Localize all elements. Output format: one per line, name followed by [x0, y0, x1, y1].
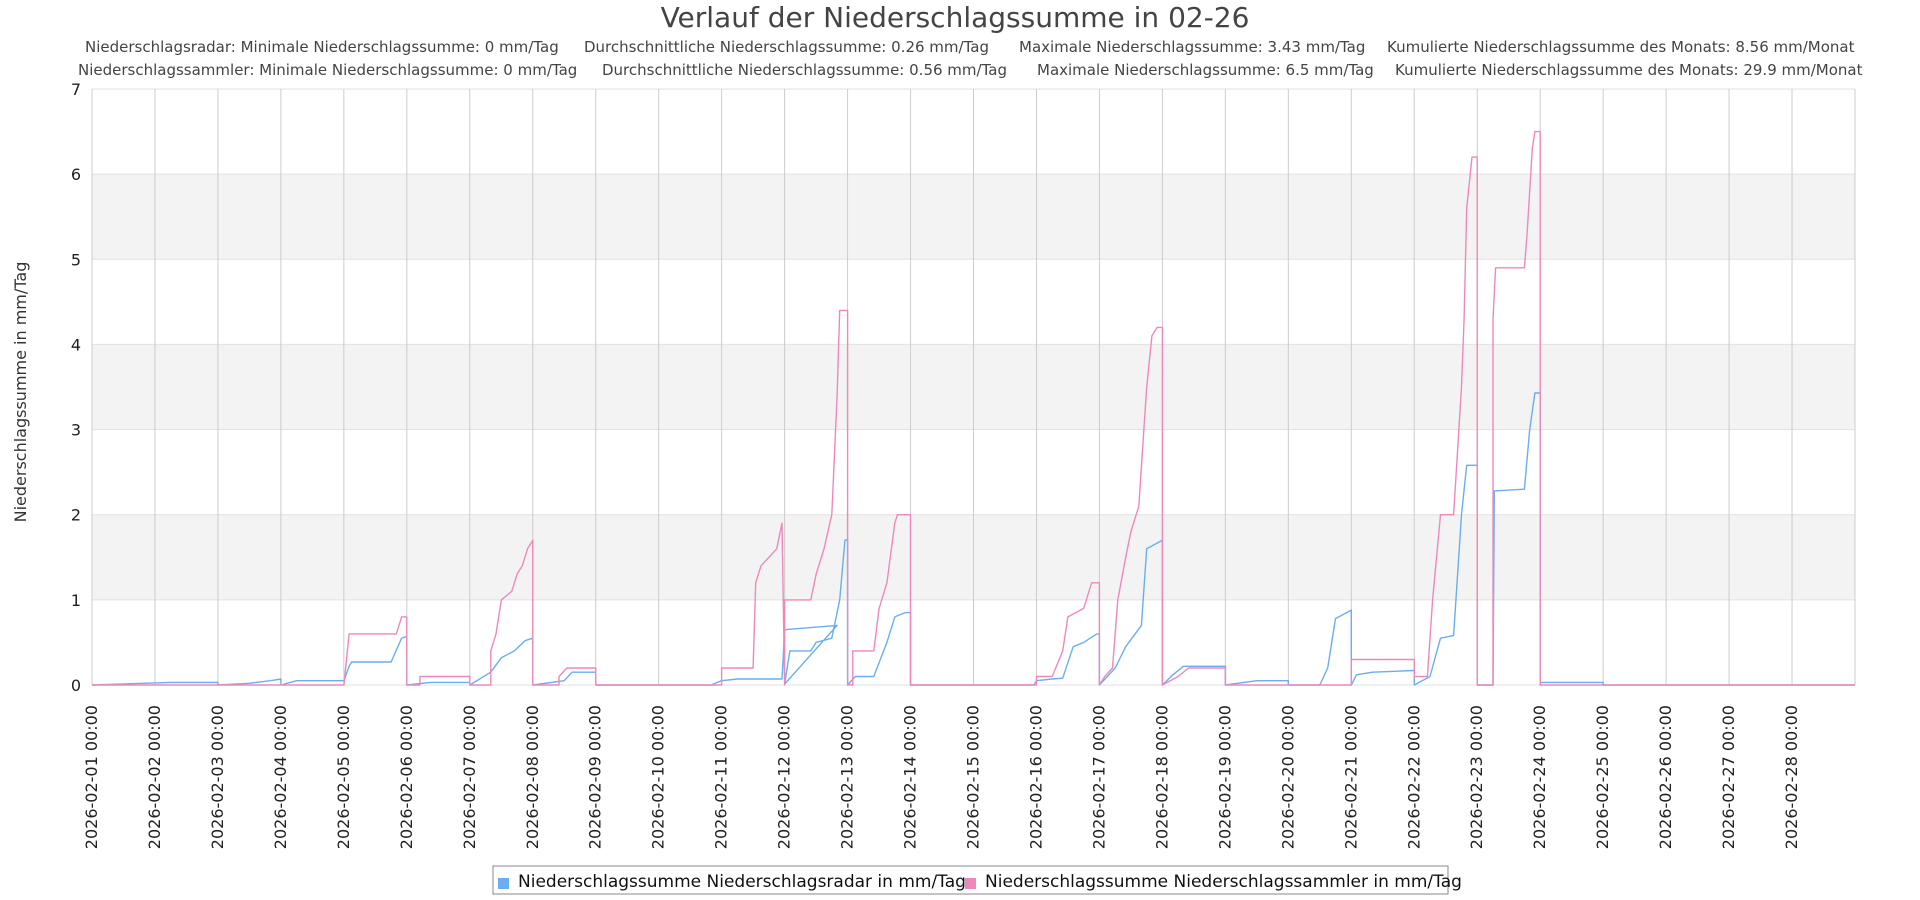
x-tick-label: 2026-02-21 00:00 — [1341, 705, 1360, 849]
legend-swatch-collector — [965, 878, 976, 889]
x-tick-label: 2026-02-03 00:00 — [208, 705, 227, 849]
radar-stat-max: Maximale Niederschlagssumme: 3.43 mm/Tag — [1019, 38, 1365, 56]
legend-swatch-radar — [498, 878, 509, 889]
collector-stat-avg: Durchschnittliche Niederschlagssumme: 0.… — [602, 61, 1007, 79]
series-line-collector — [92, 130, 1855, 686]
x-tick-label: 2026-02-20 00:00 — [1278, 705, 1297, 849]
radar-stat-min: Niederschlagsradar: Minimale Niederschla… — [85, 38, 559, 56]
x-tick-label: 2026-02-07 00:00 — [460, 705, 479, 849]
legend: Niederschlagssumme Niederschlagsradar in… — [492, 865, 1462, 895]
radar-stat-cumulative: Kumulierte Niederschlagssumme des Monats… — [1387, 38, 1855, 56]
x-tick-label: 2026-02-27 00:00 — [1719, 705, 1738, 849]
x-tick-label: 2026-02-25 00:00 — [1593, 705, 1612, 849]
x-tick-label: 2026-02-28 00:00 — [1782, 705, 1801, 849]
y-tick-label: 6 — [71, 165, 81, 184]
chart-title: Verlauf der Niederschlagssumme in 02-26 — [661, 1, 1250, 34]
legend-label-radar: Niederschlagssumme Niederschlagsradar in… — [518, 872, 966, 892]
y-axis-label: Niederschlagssumme in mm/Tag — [11, 262, 30, 523]
x-tick-label: 2026-02-23 00:00 — [1467, 705, 1486, 849]
x-tick-label: 2026-02-09 00:00 — [586, 705, 605, 849]
series-layer — [91, 130, 1855, 686]
x-tick-label: 2026-02-08 00:00 — [523, 705, 542, 849]
y-tick-label: 7 — [71, 80, 81, 99]
y-tick-label: 3 — [71, 421, 81, 440]
x-tick-label: 2026-02-24 00:00 — [1530, 705, 1549, 849]
x-tick-label: 2026-02-13 00:00 — [838, 705, 857, 849]
y-tick-label: 2 — [71, 506, 81, 525]
x-tick-label: 2026-02-14 00:00 — [901, 705, 920, 849]
x-tick-label: 2026-02-04 00:00 — [271, 705, 290, 849]
x-tick-label: 2026-02-11 00:00 — [712, 705, 731, 849]
x-tick-label: 2026-02-19 00:00 — [1215, 705, 1234, 849]
x-tick-label: 2026-02-02 00:00 — [145, 705, 164, 849]
x-tick-label: 2026-02-06 00:00 — [397, 705, 416, 849]
collector-stat-min: Niederschlagssammler: Minimale Niedersch… — [78, 61, 577, 79]
x-tick-label: 2026-02-01 00:00 — [82, 705, 101, 849]
legend-box — [492, 865, 1449, 895]
x-tick-label: 2026-02-17 00:00 — [1089, 705, 1108, 849]
x-tick-label: 2026-02-05 00:00 — [334, 705, 353, 849]
x-tick-label: 2026-02-12 00:00 — [775, 705, 794, 849]
y-tick-label: 0 — [71, 676, 81, 695]
collector-stat-max: Maximale Niederschlagssumme: 6.5 mm/Tag — [1037, 61, 1374, 79]
y-tick-label: 1 — [71, 591, 81, 610]
y-tick-label: 4 — [71, 335, 81, 354]
y-tick-label: 5 — [71, 250, 81, 269]
x-tick-label: 2026-02-22 00:00 — [1404, 705, 1423, 849]
legend-label-collector: Niederschlagssumme Niederschlagssammler … — [985, 872, 1462, 892]
x-tick-label: 2026-02-10 00:00 — [649, 705, 668, 849]
radar-stat-avg: Durchschnittliche Niederschlagssumme: 0.… — [584, 38, 989, 56]
x-tick-label: 2026-02-26 00:00 — [1656, 705, 1675, 849]
x-tick-label: 2026-02-15 00:00 — [964, 705, 983, 849]
y-axis-ticks: 0 1 2 3 4 5 6 7 — [71, 80, 81, 695]
x-axis-ticks: 2026-02-01 00:00 2026-02-02 00:00 2026-02-… — [82, 705, 1801, 849]
collector-stat-cumulative: Kumulierte Niederschlagssumme des Monats… — [1395, 61, 1863, 79]
x-tick-label: 2026-02-16 00:00 — [1026, 705, 1045, 849]
x-tick-label: 2026-02-18 00:00 — [1152, 705, 1171, 849]
